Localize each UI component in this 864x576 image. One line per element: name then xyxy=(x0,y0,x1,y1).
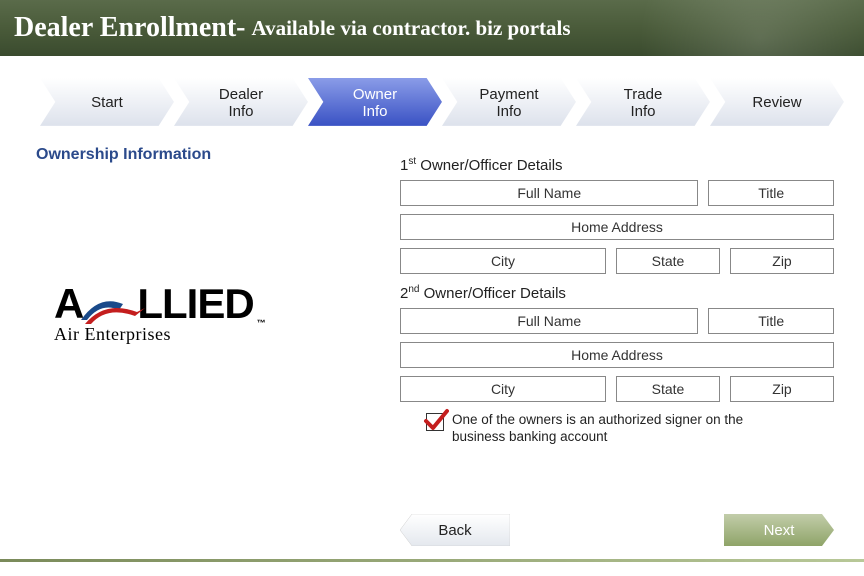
step-trade-info[interactable]: Trade Info xyxy=(576,78,710,128)
title-field-1[interactable]: Title xyxy=(708,180,834,206)
address-field-2[interactable]: Home Address xyxy=(400,342,834,368)
owner-heading-2: 2nd Owner/Officer Details xyxy=(400,284,834,302)
city-field-1[interactable]: City xyxy=(400,248,606,274)
step-payment-info[interactable]: Payment Info xyxy=(442,78,576,128)
step-dealer-info[interactable]: Dealer Info xyxy=(174,78,308,128)
step-label: Start xyxy=(91,94,123,111)
state-field-1[interactable]: State xyxy=(616,248,720,274)
progress-steps: Start Dealer Info Owner Info Payment Info Tr… xyxy=(40,78,844,128)
authorized-signer-row: One of the owners is an authorized signe… xyxy=(426,412,834,446)
owner-form: 1st Owner/Officer Details Full Name Title H… xyxy=(400,156,834,446)
header-title-main: Dealer Enrollment- xyxy=(14,12,245,44)
title-field-2[interactable]: Title xyxy=(708,308,834,334)
next-button-label: Next xyxy=(764,522,795,539)
back-button[interactable]: Back xyxy=(400,514,510,546)
zip-field-1[interactable]: Zip xyxy=(730,248,834,274)
step-label: Payment Info xyxy=(479,86,538,121)
state-field-2[interactable]: State xyxy=(616,376,720,402)
full-name-field-2[interactable]: Full Name xyxy=(400,308,698,334)
footer-accent xyxy=(0,559,864,562)
step-start[interactable]: Start xyxy=(40,78,174,128)
owner-block-1: 1st Owner/Officer Details Full Name Title H… xyxy=(400,156,834,274)
back-button-label: Back xyxy=(438,522,471,539)
full-name-field-1[interactable]: Full Name xyxy=(400,180,698,206)
authorized-signer-checkbox[interactable] xyxy=(426,413,444,431)
step-label: Trade Info xyxy=(624,86,663,121)
allied-logo: A LLIED™ Air Enterprises xyxy=(54,280,354,345)
page-header: Dealer Enrollment- Available via contrac… xyxy=(0,0,864,56)
step-label: Owner Info xyxy=(353,86,397,121)
step-review[interactable]: Review xyxy=(710,78,844,128)
next-button[interactable]: Next xyxy=(724,514,834,546)
zip-field-2[interactable]: Zip xyxy=(730,376,834,402)
step-owner-info[interactable]: Owner Info xyxy=(308,78,442,128)
address-field-1[interactable]: Home Address xyxy=(400,214,834,240)
owner-heading-1: 1st Owner/Officer Details xyxy=(400,156,834,174)
authorized-signer-label: One of the owners is an authorized signe… xyxy=(452,412,782,446)
nav-buttons: Back Next xyxy=(400,514,834,546)
step-label: Review xyxy=(752,94,801,111)
step-label: Dealer Info xyxy=(219,86,263,121)
city-field-2[interactable]: City xyxy=(400,376,606,402)
owner-block-2: 2nd Owner/Officer Details Full Name Title H… xyxy=(400,284,834,402)
header-title-sub: Available via contractor. biz portals xyxy=(251,16,570,41)
